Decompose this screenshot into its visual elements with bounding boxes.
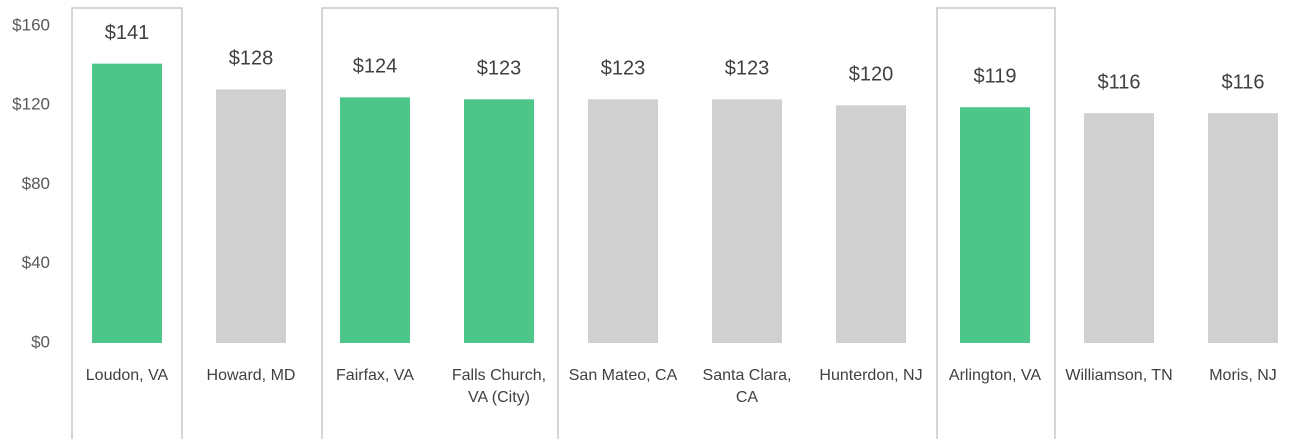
x-tick-label: San Mateo, CA bbox=[568, 367, 678, 384]
value-label: $141 bbox=[105, 22, 150, 44]
x-tick-label: Loudon, VA bbox=[85, 367, 169, 384]
x-tick-label: Santa Clara, CA bbox=[702, 367, 792, 406]
y-tick-label: $40 bbox=[22, 253, 50, 272]
x-tick-label-box: Howard, MD bbox=[206, 367, 296, 384]
y-tick-label: $120 bbox=[12, 95, 50, 114]
value-label: $120 bbox=[849, 64, 894, 86]
value-label: $116 bbox=[1097, 71, 1140, 93]
bar bbox=[836, 105, 906, 343]
x-tick-label-box: Loudon, VA bbox=[85, 367, 169, 384]
x-tick-label: Hunterdon, NJ bbox=[819, 367, 923, 384]
value-label: $116 bbox=[1221, 71, 1264, 93]
bar bbox=[960, 107, 1030, 343]
x-tick-label: Fairfax, VA bbox=[336, 367, 414, 384]
bar bbox=[92, 63, 162, 344]
y-tick-label: $160 bbox=[12, 15, 50, 34]
x-tick-label-box: Williamson, TN bbox=[1065, 367, 1173, 384]
bar bbox=[712, 99, 782, 344]
highlight-box bbox=[936, 7, 1056, 439]
x-tick-label-box: San Mateo, CA bbox=[568, 367, 678, 384]
x-tick-label: Moris, NJ bbox=[1209, 367, 1277, 384]
bar bbox=[1208, 113, 1278, 343]
bar bbox=[1084, 113, 1154, 343]
x-tick-label-box: Falls Church, VA (City) bbox=[451, 367, 547, 406]
value-label: $119 bbox=[973, 66, 1016, 88]
value-label: $128 bbox=[229, 48, 274, 70]
x-tick-label-box: Santa Clara, CA bbox=[702, 367, 792, 406]
x-tick-label: Williamson, TN bbox=[1065, 367, 1173, 384]
value-label: $123 bbox=[725, 58, 770, 80]
highlight-box bbox=[321, 7, 559, 439]
x-tick-label-box: Arlington, VA bbox=[948, 367, 1042, 384]
y-tick-label: $0 bbox=[31, 332, 50, 351]
bar bbox=[464, 99, 534, 344]
x-tick-label: Falls Church, VA (City) bbox=[451, 367, 547, 406]
bar bbox=[588, 99, 658, 344]
highlight-boxes bbox=[71, 7, 1056, 439]
value-label: $123 bbox=[601, 58, 646, 80]
x-tick-label-box: Hunterdon, NJ bbox=[819, 367, 923, 384]
x-tick-label-box: Moris, NJ bbox=[1209, 367, 1277, 384]
highlight-box bbox=[71, 7, 183, 439]
x-tick-label: Howard, MD bbox=[206, 367, 296, 384]
y-tick-label: $80 bbox=[22, 174, 50, 193]
value-label: $124 bbox=[353, 56, 398, 78]
bar bbox=[216, 89, 286, 344]
x-tick-label-box: Fairfax, VA bbox=[336, 367, 414, 384]
bar bbox=[340, 97, 410, 343]
value-label: $123 bbox=[477, 58, 522, 80]
x-tick-label: Arlington, VA bbox=[948, 367, 1042, 384]
